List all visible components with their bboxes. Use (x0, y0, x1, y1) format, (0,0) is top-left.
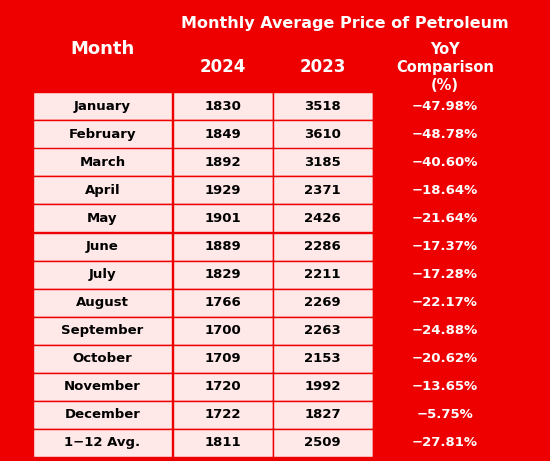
Text: −13.65%: −13.65% (412, 380, 478, 393)
Text: 3610: 3610 (304, 128, 341, 141)
Text: 1766: 1766 (204, 296, 241, 309)
Text: −48.78%: −48.78% (412, 128, 478, 141)
Text: December: December (64, 408, 140, 421)
Text: 1700: 1700 (204, 324, 241, 337)
Text: January: January (74, 100, 131, 113)
Text: 3185: 3185 (304, 156, 341, 169)
Text: 2426: 2426 (304, 212, 341, 225)
Text: −27.81%: −27.81% (412, 436, 478, 449)
Text: 1849: 1849 (204, 128, 241, 141)
Text: 1892: 1892 (204, 156, 241, 169)
Text: 1811: 1811 (204, 436, 241, 449)
Text: 1901: 1901 (204, 212, 241, 225)
Text: −17.37%: −17.37% (412, 240, 478, 253)
Text: March: March (79, 156, 125, 169)
Text: April: April (85, 184, 120, 197)
Text: June: June (86, 240, 119, 253)
Text: YoY
Comparison
(%): YoY Comparison (%) (396, 42, 494, 93)
Text: Month: Month (70, 40, 135, 58)
Text: October: October (73, 352, 133, 365)
Text: 1709: 1709 (204, 352, 241, 365)
Text: 2263: 2263 (304, 324, 341, 337)
Text: 1827: 1827 (304, 408, 341, 421)
Text: 1830: 1830 (204, 100, 241, 113)
Text: 1992: 1992 (304, 380, 341, 393)
Text: May: May (87, 212, 118, 225)
Text: 2286: 2286 (304, 240, 341, 253)
Text: −22.17%: −22.17% (412, 296, 478, 309)
Text: 1829: 1829 (204, 268, 241, 281)
Text: −20.62%: −20.62% (412, 352, 478, 365)
Text: 2211: 2211 (304, 268, 341, 281)
Text: −21.64%: −21.64% (412, 212, 478, 225)
Text: 2153: 2153 (304, 352, 341, 365)
Text: 2509: 2509 (304, 436, 341, 449)
Text: −47.98%: −47.98% (412, 100, 478, 113)
Text: August: August (76, 296, 129, 309)
Text: July: July (89, 268, 116, 281)
Text: −17.28%: −17.28% (412, 268, 478, 281)
Text: 1−12 Avg.: 1−12 Avg. (64, 436, 141, 449)
Text: 2024: 2024 (199, 59, 246, 77)
Text: −24.88%: −24.88% (412, 324, 478, 337)
Text: −5.75%: −5.75% (417, 408, 474, 421)
Text: 3518: 3518 (304, 100, 341, 113)
Text: September: September (62, 324, 144, 337)
Text: 1722: 1722 (204, 408, 241, 421)
Text: 2371: 2371 (304, 184, 341, 197)
Text: 2023: 2023 (299, 59, 346, 77)
Text: 1929: 1929 (204, 184, 241, 197)
Text: −18.64%: −18.64% (412, 184, 478, 197)
Text: −40.60%: −40.60% (412, 156, 478, 169)
Text: 1720: 1720 (204, 380, 241, 393)
Text: November: November (64, 380, 141, 393)
Text: 2269: 2269 (304, 296, 341, 309)
Text: 1889: 1889 (204, 240, 241, 253)
Text: Monthly Average Price of Petroleum: Monthly Average Price of Petroleum (181, 16, 509, 31)
Text: February: February (69, 128, 136, 141)
